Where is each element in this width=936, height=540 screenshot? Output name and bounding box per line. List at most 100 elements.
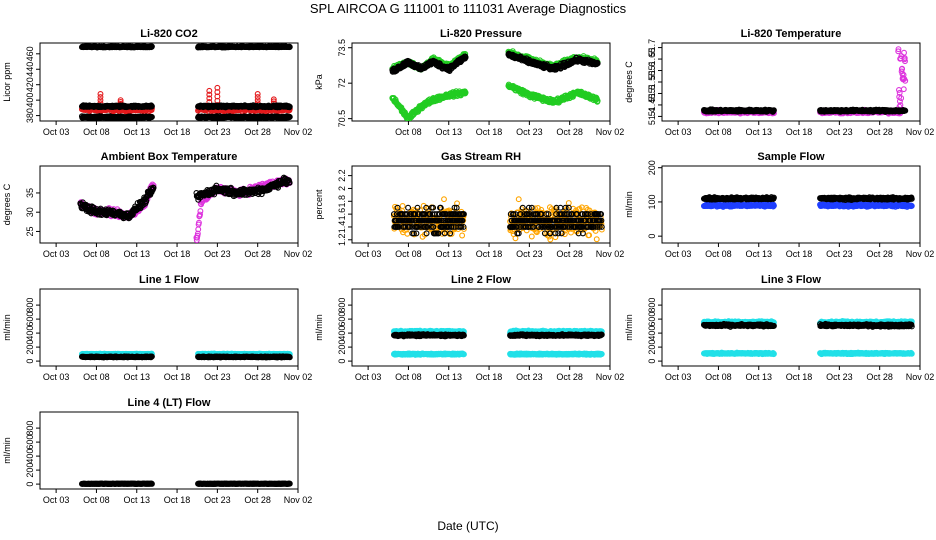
data-point (97, 97, 104, 104)
y-axis-label: Licor ppm (2, 62, 12, 102)
x-tick-label: Oct 18 (476, 127, 503, 137)
y-tick-label: 30 (25, 207, 35, 217)
x-tick-label: Nov 02 (284, 249, 313, 259)
data-point (286, 114, 293, 120)
data-point (902, 58, 908, 65)
y-tick-label: 51.6 (647, 62, 657, 80)
data-point (594, 97, 601, 104)
y-axis-label: degrees C (2, 183, 12, 225)
y-tick-label: 420 (25, 77, 35, 92)
data-point (214, 84, 221, 91)
data-point (901, 49, 907, 56)
data-point (97, 94, 104, 101)
x-tick-label: Oct 08 (83, 127, 110, 137)
data-point (902, 107, 909, 114)
y-tick-label: 460 (25, 46, 35, 61)
data-point (206, 87, 213, 94)
x-tick-label: Oct 13 (745, 127, 772, 137)
panel-title: Li-820 Pressure (440, 28, 522, 40)
x-tick-label: Oct 08 (705, 127, 732, 137)
y-tick-label: 440 (25, 62, 35, 77)
data-point (770, 107, 777, 114)
data-point (462, 54, 469, 61)
y-tick-label: 73.5 (337, 39, 347, 57)
x-tick-label: Oct 13 (123, 127, 150, 137)
y-tick-label: 51.7 (647, 39, 657, 57)
y-tick-label: 51.65 (647, 48, 657, 71)
data-point (898, 95, 905, 102)
x-tick-label: Oct 23 (516, 127, 543, 137)
data-point (900, 71, 907, 78)
y-tick-label: 70.5 (337, 110, 347, 128)
data-point (895, 48, 902, 55)
figure-title: SPL AIRCOA G 111001 to 111031 Average Di… (310, 1, 627, 16)
x-tick-label: Oct 23 (204, 249, 231, 259)
x-tick-label: Nov 02 (596, 127, 625, 137)
y-tick-label: 35 (25, 188, 35, 198)
plot-points (77, 174, 293, 243)
x-tick-label: Oct 28 (244, 249, 271, 259)
x-tick-label: Oct 23 (826, 127, 853, 137)
x-tick-label: Oct 18 (164, 127, 191, 137)
panel-2: Li-820 Temperature 51.451.4551.551.5551.6… (624, 28, 934, 137)
y-tick-label: 51.4 (647, 108, 657, 126)
data-point (286, 44, 293, 50)
data-point (896, 98, 903, 105)
data-point (197, 208, 204, 215)
panel-title: Li-820 Temperature (741, 28, 842, 40)
x-tick-label: Oct 03 (43, 249, 70, 259)
x-tick-label: Oct 18 (164, 249, 191, 259)
data-point (148, 114, 155, 120)
plot-points (700, 46, 909, 117)
y-tick-label: 400 (25, 93, 35, 108)
x-tick-label: Nov 02 (284, 127, 313, 137)
data-point (254, 94, 261, 101)
data-point (900, 86, 907, 93)
data-point (148, 43, 155, 50)
data-point (897, 102, 904, 109)
x-tick-label: Oct 18 (786, 127, 813, 137)
y-tick-label: 51.45 (647, 94, 657, 117)
data-point (270, 96, 277, 103)
plot-points (389, 48, 601, 121)
data-point (902, 77, 909, 84)
x-tick-label: Oct 08 (395, 127, 422, 137)
data-point (150, 184, 157, 191)
x-tick-label: Oct 28 (244, 127, 271, 137)
x-tick-label: Oct 28 (866, 127, 893, 137)
data-point (901, 55, 908, 62)
y-tick-label: 72 (337, 78, 347, 88)
y-tick-label: 51.55 (647, 71, 657, 94)
data-point (254, 91, 261, 97)
data-point (97, 91, 104, 97)
y-axis-label: kPa (314, 74, 324, 90)
plot-frame (39, 165, 299, 244)
figure-xlabel: Date (UTC) (437, 519, 498, 533)
x-tick-label: Oct 13 (123, 249, 150, 259)
data-point (206, 95, 213, 102)
x-tick-label: Nov 02 (906, 127, 935, 137)
data-point (462, 89, 469, 96)
data-point (197, 211, 203, 218)
data-point (206, 91, 213, 98)
data-point (286, 103, 293, 110)
plot-frame (351, 42, 611, 122)
x-tick-label: Oct 28 (556, 127, 583, 137)
data-point (896, 89, 903, 96)
y-axis-label: degrees C (624, 61, 634, 103)
x-tick-label: Oct 23 (204, 127, 231, 137)
y-tick-label: 380 (25, 108, 35, 123)
data-point (148, 103, 155, 110)
panel-title: Ambient Box Temperature (101, 151, 238, 163)
data-point (594, 60, 601, 67)
panel-1: Li-820 Pressure 70.5 72 73.5 kPa Oct 08 Oct 13… (314, 28, 624, 137)
data-point (196, 219, 202, 226)
x-tick-label: Oct 13 (435, 127, 462, 137)
data-point (895, 46, 902, 53)
x-tick-label: Oct 08 (83, 249, 110, 259)
y-tick-label: 51.5 (647, 85, 657, 103)
